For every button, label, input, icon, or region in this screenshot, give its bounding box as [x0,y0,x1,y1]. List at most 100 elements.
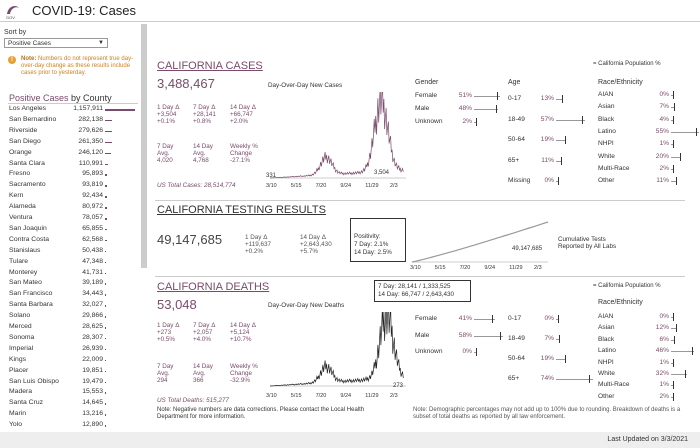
x-tick-label: 7/20 [459,265,471,271]
county-name: Stanislaus [9,246,41,254]
demo-label: 65+ [508,156,520,164]
cases-title: CALIFORNIA CASES [157,60,263,72]
county-row[interactable]: Merced 28,625 [9,323,139,332]
pop-marker [676,324,678,333]
county-value: 62,568 [82,235,103,243]
pop-marker [673,91,674,99]
county-row[interactable]: Riverside 279,626 [9,127,139,136]
deaths-end-value: 273 [393,383,404,389]
deaths-series-line [270,312,404,387]
demo-percent: 0% [659,313,669,320]
county-row[interactable]: Santa Barbara 32,027 [9,301,139,310]
demo-percent: 1% [659,381,669,389]
demo-label: AIAN [598,313,614,320]
demo-label: Other [598,392,615,400]
county-row[interactable]: Stanislaus 50,438 [9,247,139,256]
demo-bar [474,335,503,337]
age-row: 50-64 19% [508,136,586,145]
x-tick-label: 2/3 [534,265,542,271]
county-title: Positive Cases by County [9,93,112,103]
cases-chart-title: Day-Over-Day New Cases [268,82,343,89]
race-row: White 20% [598,153,700,162]
county-value: 93,819 [82,181,103,189]
county-row[interactable]: San Joaquin 65,855 [9,225,139,234]
pop-marker [496,92,498,100]
demo-bar [671,396,673,398]
county-value: 19,851 [82,366,103,374]
x-tick-label: 5/15 [290,183,302,189]
county-row[interactable]: San Bernardino 282,138 [9,116,139,125]
county-row[interactable]: San Luis Obispo 19,479 [9,378,139,387]
demo-bar [556,359,566,360]
county-row[interactable]: Ventura 78,057 [9,214,139,223]
county-row[interactable]: Solano 29,866 [9,312,139,321]
sort-label: Sort by [4,29,27,36]
cases-weekly-change: Weekly % Change -27.1% [230,143,258,164]
county-bar [105,196,108,198]
county-bar [105,228,107,231]
demo-percent: 41% [458,315,472,322]
cases-total: 3,488,467 [157,76,215,91]
county-row[interactable]: Marin 13,216 [9,410,139,419]
county-row[interactable]: Kings 22,009 [9,356,139,365]
demo-percent: 12% [655,324,669,332]
gender-row: Male 48% [415,105,504,114]
race-row: Black 6% [598,336,700,345]
county-bar [105,141,112,144]
pop-marker [675,177,677,186]
x-tick-label: 7/20 [315,393,327,399]
race-row: NHPI 1% [598,140,700,149]
county-row[interactable]: Sonoma 28,307 [9,334,139,343]
county-row[interactable]: Yolo 12,890 [9,421,139,430]
demo-percent: 19% [540,136,554,143]
pop-marker [673,313,674,321]
cases-14day: 14 Day Δ +66,747 +2.0% [230,104,256,125]
county-value: 32,027 [82,301,103,309]
county-row[interactable]: Fresno 95,893 [9,170,139,179]
county-row[interactable]: Kern 92,434 [9,192,139,201]
demographic-note: Note: Demographic percentages may not ad… [413,407,681,420]
county-bar [105,370,106,373]
cases-start-value: 331 [266,173,277,179]
county-row[interactable]: Tulare 47,348 [9,258,139,267]
x-tick-label: 2/3 [390,183,398,189]
county-bar [105,174,108,176]
demo-label: Multi-Race [598,164,630,172]
demo-bar [671,156,681,158]
demo-label: AIAN [598,91,614,98]
county-bar [105,327,106,329]
county-row[interactable]: Orange 246,120 [9,149,139,158]
cumulative-label: Cumulative Tests Reported by All Labs [558,236,617,250]
gender-header: Gender [415,79,439,86]
county-name: San Joaquin [9,224,47,232]
county-row[interactable]: San Francisco 34,443 [9,290,139,299]
legend-pop-cases: = California Population % [593,61,661,67]
county-row[interactable]: Los Angeles 1,157,911 [9,105,139,114]
county-row[interactable]: Contra Costa 62,568 [9,236,139,245]
demo-label: Male [415,331,430,339]
county-row[interactable]: Sacramento 93,819 [9,181,139,190]
county-row[interactable]: Placer 19,851 [9,367,139,376]
county-bar [105,305,106,307]
county-row[interactable]: San Diego 261,350 [9,138,139,147]
county-row[interactable]: Santa Cruz 14,645 [9,399,139,408]
race-row: Multi-Race 2% [598,165,700,174]
county-row[interactable]: Imperial 26,939 [9,345,139,354]
county-name: Imperial [9,344,34,352]
demo-bar [474,352,476,353]
county-row[interactable]: San Mateo 39,189 [9,279,139,288]
demo-label: Latino [598,347,616,355]
scrollbar[interactable] [141,24,147,268]
county-row[interactable]: Santa Clara 110,991 [9,160,139,169]
county-row[interactable]: Monterey 41,731 [9,269,139,278]
county-row[interactable]: Madera 15,553 [9,388,139,397]
demo-percent: 51% [458,92,472,99]
pop-marker [495,105,497,113]
demo-label: 18-49 [508,335,525,342]
county-row[interactable]: Alameda 80,972 [9,203,139,212]
sort-select[interactable]: Positive Cases ▼ [4,38,108,48]
demo-bar [474,109,498,110]
demo-bar [671,168,673,170]
county-bar [105,403,106,405]
county-name: Monterey [9,268,38,276]
